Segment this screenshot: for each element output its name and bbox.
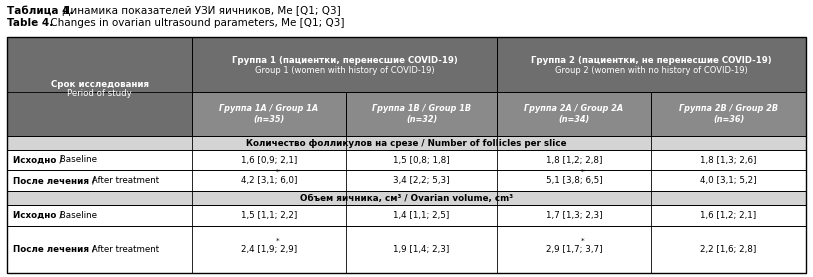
- Text: *: *: [581, 238, 585, 244]
- Text: Changes in ovarian ultrasound parameters, Me [Q1; Q3]: Changes in ovarian ultrasound parameters…: [47, 18, 345, 28]
- Text: 1,5 [1,1; 2,2]: 1,5 [1,1; 2,2]: [241, 211, 298, 220]
- Bar: [7, 226, 806, 273]
- Text: Table 4.: Table 4.: [7, 18, 53, 28]
- Bar: [346, 92, 497, 136]
- Bar: [192, 37, 497, 92]
- Text: 1,5 [0,8; 1,8]: 1,5 [0,8; 1,8]: [393, 155, 450, 165]
- Text: Baseline: Baseline: [58, 211, 98, 220]
- Text: *: *: [581, 169, 585, 175]
- Text: Period of study: Period of study: [67, 89, 132, 98]
- Text: 1,9 [1,4; 2,3]: 1,9 [1,4; 2,3]: [393, 245, 450, 254]
- Text: 1,4 [1,1; 2,5]: 1,4 [1,1; 2,5]: [393, 211, 450, 220]
- Text: 1,8 [1,3; 2,6]: 1,8 [1,3; 2,6]: [700, 155, 757, 165]
- Text: 5,1 [3,8; 6,5]: 5,1 [3,8; 6,5]: [546, 176, 602, 185]
- Text: Группа 1 (пациентки, перенесшие COVID-19): Группа 1 (пациентки, перенесшие COVID-19…: [232, 56, 458, 65]
- Text: 3,4 [2,2; 5,3]: 3,4 [2,2; 5,3]: [393, 176, 450, 185]
- Bar: [497, 92, 651, 136]
- Text: Динамика показателей УЗИ яичников, Ме [Q1; Q3]: Динамика показателей УЗИ яичников, Ме [Q…: [59, 6, 341, 16]
- Text: 2,9 [1,7; 3,7]: 2,9 [1,7; 3,7]: [546, 245, 602, 254]
- Bar: [7, 205, 806, 226]
- Bar: [7, 37, 192, 136]
- Text: 2,2 [1,6; 2,8]: 2,2 [1,6; 2,8]: [700, 245, 757, 254]
- Text: Группа 2А / Group 2A
(n=34): Группа 2А / Group 2A (n=34): [524, 104, 624, 124]
- Text: Группа 2В / Group 2B
(n=36): Группа 2В / Group 2B (n=36): [679, 104, 778, 124]
- Text: Исходно /: Исходно /: [13, 211, 63, 220]
- Text: Объем яичника, см³ / Ovarian volume, cm³: Объем яичника, см³ / Ovarian volume, cm³: [300, 194, 513, 202]
- Text: Группа 2 (пациентки, не перенесшие COVID-19): Группа 2 (пациентки, не перенесшие COVID…: [531, 56, 772, 65]
- Text: Baseline: Baseline: [58, 155, 98, 165]
- Bar: [7, 170, 806, 191]
- Text: After treatment: After treatment: [89, 245, 159, 254]
- Text: Срок исследования: Срок исследования: [50, 80, 149, 89]
- Text: After treatment: After treatment: [89, 176, 159, 185]
- Text: 1,6 [0,9; 2,1]: 1,6 [0,9; 2,1]: [241, 155, 298, 165]
- Text: 4,0 [3,1; 5,2]: 4,0 [3,1; 5,2]: [700, 176, 757, 185]
- Text: Группа 1А / Group 1A
(n=35): Группа 1А / Group 1A (n=35): [220, 104, 319, 124]
- Bar: [7, 136, 806, 150]
- Text: 1,8 [1,2; 2,8]: 1,8 [1,2; 2,8]: [546, 155, 602, 165]
- Text: Таблица 4.: Таблица 4.: [7, 6, 73, 16]
- Text: 1,7 [1,3; 2,3]: 1,7 [1,3; 2,3]: [546, 211, 602, 220]
- Text: Group 1 (women with history of COVID-19): Group 1 (women with history of COVID-19): [254, 66, 434, 75]
- Text: *: *: [276, 169, 280, 175]
- Bar: [7, 191, 806, 205]
- Text: После лечения /: После лечения /: [13, 176, 95, 185]
- Text: Исходно /: Исходно /: [13, 155, 63, 165]
- Text: Группа 1В / Group 1B
(n=32): Группа 1В / Group 1B (n=32): [372, 104, 471, 124]
- Text: 1,6 [1,2; 2,1]: 1,6 [1,2; 2,1]: [700, 211, 757, 220]
- Text: Количество фолликулов на срезе / Number of follicles per slice: Количество фолликулов на срезе / Number …: [246, 138, 567, 147]
- Text: *: *: [276, 238, 280, 244]
- Bar: [192, 92, 346, 136]
- Text: Group 2 (women with no history of COVID-19): Group 2 (women with no history of COVID-…: [555, 66, 748, 75]
- Bar: [7, 37, 806, 273]
- Text: 2,4 [1,9; 2,9]: 2,4 [1,9; 2,9]: [241, 245, 297, 254]
- Bar: [651, 92, 806, 136]
- Text: 4,2 [3,1; 6,0]: 4,2 [3,1; 6,0]: [241, 176, 298, 185]
- Text: После лечения /: После лечения /: [13, 245, 95, 254]
- Bar: [7, 150, 806, 170]
- Bar: [497, 37, 806, 92]
